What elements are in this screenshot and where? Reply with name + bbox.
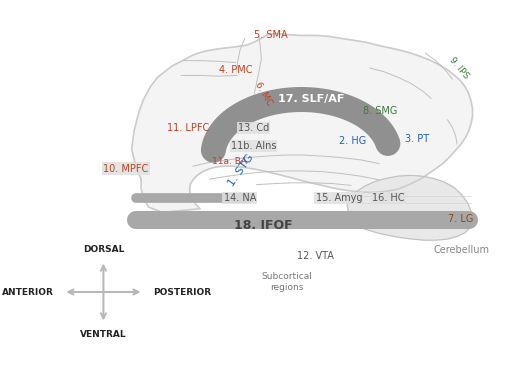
Text: VENTRAL: VENTRAL — [80, 330, 127, 339]
Text: 11a. BA: 11a. BA — [212, 157, 247, 166]
Text: 5. SMA: 5. SMA — [254, 30, 288, 40]
Text: 4. PMC: 4. PMC — [219, 65, 253, 75]
Text: 8. SMG: 8. SMG — [363, 106, 397, 116]
Text: 2. HG: 2. HG — [339, 136, 366, 146]
Text: Subcortical: Subcortical — [262, 272, 313, 281]
Text: ANTERIOR: ANTERIOR — [2, 288, 54, 297]
Text: POSTERIOR: POSTERIOR — [153, 288, 211, 297]
Text: Cerebellum: Cerebellum — [433, 245, 490, 255]
Text: 1. STG: 1. STG — [226, 153, 255, 188]
Text: 10. MPFC: 10. MPFC — [103, 163, 149, 173]
Polygon shape — [132, 34, 472, 212]
Text: 3. PT: 3. PT — [405, 134, 429, 144]
Text: DORSAL: DORSAL — [83, 245, 124, 254]
Polygon shape — [347, 175, 472, 240]
Text: 15. Amyg: 15. Amyg — [316, 193, 362, 203]
Text: 17. SLF/AF: 17. SLF/AF — [278, 94, 344, 104]
Text: 16. HC: 16. HC — [372, 193, 405, 203]
Text: 13. Cd: 13. Cd — [238, 123, 269, 133]
Text: 11. LPFC: 11. LPFC — [167, 123, 209, 133]
Text: 6. MC: 6. MC — [253, 80, 274, 107]
Text: 9. IPS: 9. IPS — [447, 56, 471, 81]
Text: 12. VTA: 12. VTA — [296, 251, 334, 261]
Text: 11b. AIns: 11b. AIns — [231, 141, 276, 151]
Text: 7. LG: 7. LG — [447, 213, 473, 223]
Text: 14. NA: 14. NA — [223, 193, 256, 203]
Text: 18. IFOF: 18. IFOF — [234, 219, 293, 232]
Text: regions: regions — [270, 283, 304, 292]
